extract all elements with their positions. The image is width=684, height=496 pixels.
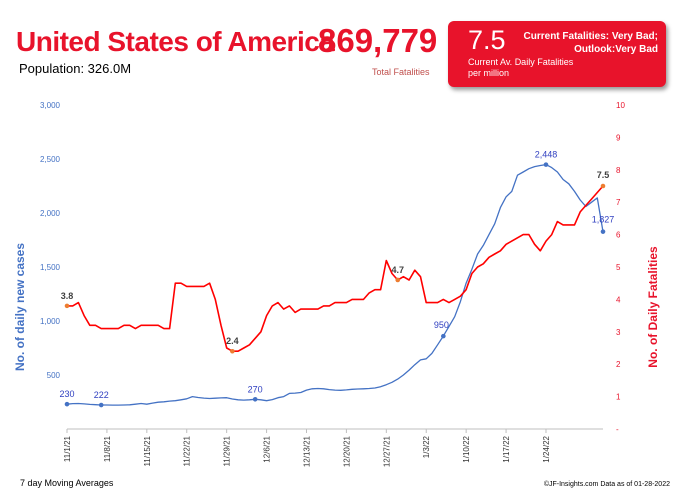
- source-credit: ©JF-Insights.com Data as of 01-28-2022: [543, 481, 670, 488]
- fatalities-data-point: [600, 183, 606, 189]
- fatalities-data-label: 3.8: [61, 291, 74, 301]
- cases-data-point: [252, 397, 258, 402]
- cases-data-label: 222: [94, 390, 109, 400]
- x-tick-label: 1/10/22: [462, 435, 471, 462]
- x-tick-label: 11/29/21: [223, 435, 232, 466]
- fatalities-data-point: [395, 277, 401, 283]
- y-tick-label: 2,500: [40, 155, 61, 164]
- cases-data-point: [600, 229, 606, 234]
- total-fatalities-value: 869,779: [318, 22, 438, 59]
- y2-tick-label: 9: [616, 133, 621, 142]
- y2-tick-label: 2: [616, 360, 621, 369]
- cases-data-point: [98, 402, 104, 408]
- cases-data-label: 230: [59, 389, 74, 399]
- cases-data-label: 270: [248, 384, 263, 394]
- total-fatalities-label: Total Fatalities: [372, 67, 430, 77]
- moving-average-note: 7 day Moving Averages: [20, 478, 114, 488]
- cases-data-point: [64, 401, 70, 407]
- x-tick-label: 11/8/21: [103, 435, 112, 462]
- cases-series-line: [66, 163, 604, 406]
- y2-tick-label: 10: [616, 101, 625, 110]
- cases-data-point: [441, 333, 446, 339]
- x-tick-label: 12/13/21: [302, 435, 311, 467]
- y2-tick-label: -: [616, 425, 619, 434]
- population-label: Population: 326.0M: [19, 61, 132, 76]
- x-tick-label: 12/6/21: [263, 435, 272, 462]
- y-tick-label: 2,000: [40, 209, 61, 218]
- cases-data-label: 1,827: [592, 215, 615, 225]
- y2-tick-label: 6: [616, 231, 621, 240]
- y-tick-label: 1,500: [40, 263, 61, 272]
- y2-axis-title: No. of Daily Fatalities: [646, 246, 660, 368]
- fatalities-data-point: [64, 303, 70, 309]
- fatalities-data-label: 7.5: [597, 170, 610, 180]
- x-tick-label: 1/3/22: [422, 435, 431, 458]
- x-tick-label: 12/27/21: [382, 435, 391, 467]
- fatalities-series-line: [67, 185, 604, 353]
- x-tick-label: 1/24/22: [542, 435, 551, 462]
- y2-tick-label: 7: [616, 198, 621, 207]
- y-tick-label: 1,000: [40, 317, 61, 326]
- y2-tick-label: 1: [616, 393, 621, 402]
- cases-data-label: 950: [434, 320, 449, 330]
- y-axis-title: No. of daily new cases: [13, 243, 27, 371]
- x-tick-label: 1/17/22: [502, 435, 511, 462]
- current-fatality-rate-label: Current Av. Daily Fatalities per million: [468, 57, 574, 78]
- cases-data-label: 2,448: [535, 150, 558, 160]
- y2-tick-label: 5: [616, 263, 621, 272]
- cases-data-point: [543, 162, 549, 167]
- y-tick-label: 3,000: [40, 101, 61, 110]
- x-tick-label: 11/15/21: [143, 435, 152, 466]
- y2-tick-label: 3: [616, 328, 621, 337]
- y-tick-label: 500: [47, 371, 61, 380]
- fatalities-data-label: 4.7: [391, 265, 404, 275]
- fatalities-data-point: [230, 348, 235, 354]
- y2-tick-label: 4: [616, 295, 621, 304]
- fatalities-data-label: 2.4: [226, 336, 239, 346]
- x-tick-label: 12/20/21: [342, 435, 351, 467]
- x-tick-label: 11/22/21: [183, 435, 192, 466]
- status-box: 7.5 Current Av. Daily Fatalities per mil…: [448, 21, 666, 87]
- y2-tick-label: 8: [616, 166, 621, 175]
- current-fatality-rate: 7.5: [468, 25, 506, 55]
- x-tick-label: 11/1/21: [63, 435, 72, 462]
- country-title: United States of America: [16, 26, 335, 57]
- status-outlook-text: Current Fatalities: Very Bad; Outlook:Ve…: [523, 31, 658, 55]
